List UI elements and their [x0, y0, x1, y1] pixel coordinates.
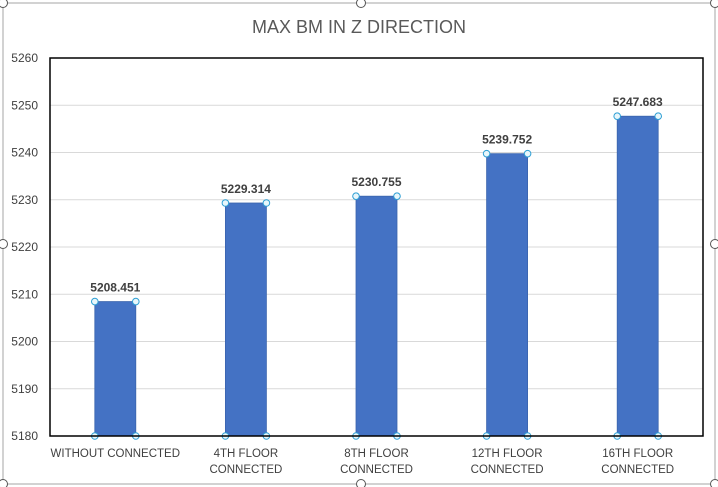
- chart-resize-handle[interactable]: [356, 479, 366, 487]
- y-tick-label: 5180: [11, 429, 38, 443]
- chart-resize-handle[interactable]: [710, 0, 718, 8]
- x-category-label: CONNECTED: [601, 464, 674, 476]
- chart-resize-handle[interactable]: [0, 239, 8, 249]
- chart-resize-handle[interactable]: [710, 479, 718, 487]
- x-category-label: 12TH FLOOR: [472, 448, 543, 460]
- x-category-label: 4TH FLOOR: [214, 448, 279, 460]
- data-label: 5230.755: [351, 175, 401, 189]
- bar-selection-handle[interactable]: [613, 112, 622, 120]
- bar-selection-handle[interactable]: [654, 112, 663, 120]
- data-label: 5208.451: [90, 281, 140, 295]
- bar[interactable]: [616, 115, 659, 437]
- x-category-label: 8TH FLOOR: [344, 448, 409, 460]
- bar-selection-handle[interactable]: [221, 199, 230, 207]
- x-category-label: CONNECTED: [209, 464, 282, 476]
- y-tick-label: 5210: [11, 287, 38, 301]
- x-category-label: WITHOUT CONNECTED: [51, 448, 180, 460]
- data-label: 5247.683: [613, 95, 663, 109]
- data-label: 5239.752: [482, 133, 532, 147]
- chart-resize-handle[interactable]: [0, 0, 8, 8]
- bar-selection-handle[interactable]: [132, 297, 140, 306]
- chart-resize-handle[interactable]: [0, 479, 8, 487]
- bar-selection-handle[interactable]: [262, 199, 271, 207]
- bar-selection-handle[interactable]: [482, 149, 491, 158]
- x-category-label: CONNECTED: [471, 464, 544, 476]
- bar-selection-handle[interactable]: [91, 297, 99, 306]
- bar[interactable]: [94, 301, 137, 437]
- chart-resize-handle[interactable]: [710, 239, 718, 249]
- y-tick-label: 5260: [11, 51, 38, 65]
- data-label: 5229.314: [221, 182, 271, 196]
- bar-selection-handle[interactable]: [523, 149, 532, 158]
- y-tick-label: 5250: [11, 98, 38, 112]
- x-axis-category-labels: WITHOUT CONNECTED 4TH FLOOR CONNECTED 8TH F…: [51, 448, 675, 476]
- bar[interactable]: [224, 202, 267, 437]
- bar-selection-handle[interactable]: [393, 192, 401, 200]
- chart-resize-handle[interactable]: [356, 0, 366, 8]
- chart-title: MAX BM IN Z DIRECTION: [252, 17, 466, 37]
- bar[interactable]: [486, 153, 529, 437]
- bar-selection-handle[interactable]: [352, 192, 360, 200]
- y-tick-label: 5220: [11, 240, 38, 254]
- bar-series[interactable]: [91, 112, 663, 440]
- data-labels: 5208.451 5229.314 5230.755 5239.752 5247.683: [90, 95, 663, 294]
- y-axis-tick-labels: 5180 5190 5200 5210 5220 5230 5240 5250 5260: [11, 51, 38, 443]
- y-tick-label: 5240: [11, 146, 38, 160]
- bar[interactable]: [355, 195, 398, 437]
- plot-area-border: [49, 57, 704, 437]
- x-category-label: CONNECTED: [340, 464, 413, 476]
- y-tick-label: 5200: [11, 335, 38, 349]
- y-tick-label: 5230: [11, 193, 38, 207]
- x-category-label: 16TH FLOOR: [602, 448, 673, 460]
- y-tick-label: 5190: [11, 382, 38, 396]
